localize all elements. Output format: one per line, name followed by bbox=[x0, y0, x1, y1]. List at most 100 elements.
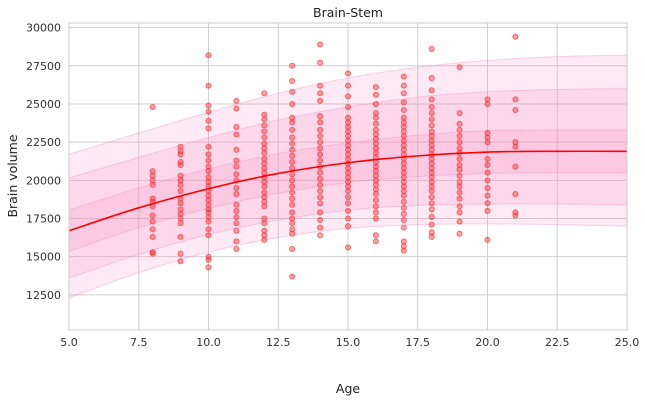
data-point bbox=[456, 110, 463, 117]
data-point bbox=[261, 220, 268, 227]
data-point bbox=[317, 200, 324, 207]
data-point bbox=[317, 175, 324, 182]
data-point bbox=[400, 183, 407, 190]
data-point bbox=[177, 162, 184, 169]
data-point bbox=[428, 133, 435, 140]
data-point bbox=[456, 195, 463, 202]
data-point bbox=[456, 133, 463, 140]
data-point bbox=[317, 97, 324, 104]
data-point bbox=[484, 200, 491, 207]
data-point bbox=[261, 227, 268, 234]
data-point bbox=[484, 100, 491, 107]
data-point bbox=[289, 220, 296, 227]
data-point bbox=[205, 213, 212, 220]
data-point bbox=[372, 91, 379, 98]
data-point bbox=[317, 133, 324, 140]
data-point bbox=[205, 82, 212, 89]
data-point bbox=[233, 227, 240, 234]
data-point bbox=[456, 209, 463, 216]
data-point bbox=[317, 139, 324, 146]
data-point bbox=[261, 140, 268, 147]
data-point bbox=[400, 192, 407, 199]
data-point bbox=[177, 177, 184, 184]
data-point bbox=[456, 64, 463, 71]
data-point bbox=[233, 238, 240, 245]
data-point bbox=[149, 195, 156, 202]
data-point bbox=[289, 126, 296, 133]
data-point bbox=[205, 209, 212, 216]
data-point bbox=[372, 186, 379, 193]
data-point bbox=[512, 212, 519, 219]
data-point bbox=[456, 162, 463, 169]
data-point bbox=[400, 238, 407, 245]
y-tick-label: 25000 bbox=[26, 98, 61, 111]
data-point bbox=[428, 142, 435, 149]
data-point bbox=[317, 113, 324, 120]
data-point bbox=[205, 163, 212, 170]
data-point bbox=[261, 215, 268, 222]
data-point bbox=[205, 108, 212, 115]
data-point bbox=[456, 189, 463, 196]
data-point bbox=[205, 168, 212, 175]
data-point bbox=[428, 122, 435, 129]
data-point bbox=[177, 143, 184, 150]
data-point bbox=[512, 33, 519, 40]
data-point bbox=[372, 197, 379, 204]
data-point bbox=[149, 249, 156, 256]
data-point bbox=[372, 163, 379, 170]
data-point bbox=[428, 165, 435, 172]
data-point bbox=[177, 210, 184, 217]
data-point bbox=[177, 233, 184, 240]
data-point bbox=[400, 99, 407, 106]
data-point bbox=[512, 209, 519, 216]
data-point bbox=[400, 210, 407, 217]
data-point bbox=[344, 119, 351, 126]
y-tick-label: 27500 bbox=[26, 60, 61, 73]
data-point bbox=[233, 207, 240, 214]
data-point bbox=[484, 207, 491, 214]
data-point bbox=[372, 126, 379, 133]
data-point bbox=[400, 107, 407, 114]
data-point bbox=[261, 122, 268, 129]
data-point bbox=[205, 174, 212, 181]
data-point bbox=[400, 133, 407, 140]
data-point bbox=[233, 163, 240, 170]
data-point bbox=[344, 82, 351, 89]
data-point bbox=[149, 177, 156, 184]
data-point bbox=[261, 236, 268, 243]
data-point bbox=[149, 104, 156, 111]
data-point bbox=[484, 96, 491, 103]
data-point bbox=[344, 169, 351, 176]
data-point bbox=[233, 131, 240, 138]
x-tick-label: 20.0 bbox=[475, 336, 500, 349]
data-point bbox=[149, 226, 156, 233]
data-point bbox=[289, 100, 296, 107]
data-point bbox=[289, 209, 296, 216]
data-point bbox=[205, 178, 212, 185]
data-point bbox=[400, 73, 407, 80]
data-point bbox=[233, 171, 240, 178]
data-point bbox=[317, 169, 324, 176]
x-tick-label: 25.0 bbox=[615, 336, 640, 349]
data-point bbox=[205, 151, 212, 158]
data-point bbox=[289, 146, 296, 153]
data-point bbox=[400, 128, 407, 135]
data-point bbox=[205, 232, 212, 239]
data-point bbox=[428, 233, 435, 240]
x-tick-label: 12.5 bbox=[266, 336, 291, 349]
data-point bbox=[149, 250, 156, 257]
data-point bbox=[400, 114, 407, 121]
data-point bbox=[261, 169, 268, 176]
data-point bbox=[233, 191, 240, 198]
data-point bbox=[289, 158, 296, 165]
data-point bbox=[372, 191, 379, 198]
data-point bbox=[428, 188, 435, 195]
data-point bbox=[177, 250, 184, 257]
data-point bbox=[456, 203, 463, 210]
data-point bbox=[372, 203, 379, 210]
data-point bbox=[344, 178, 351, 185]
data-point bbox=[149, 168, 156, 175]
y-tick-label: 22500 bbox=[26, 136, 61, 149]
x-tick-label: 22.5 bbox=[545, 336, 570, 349]
